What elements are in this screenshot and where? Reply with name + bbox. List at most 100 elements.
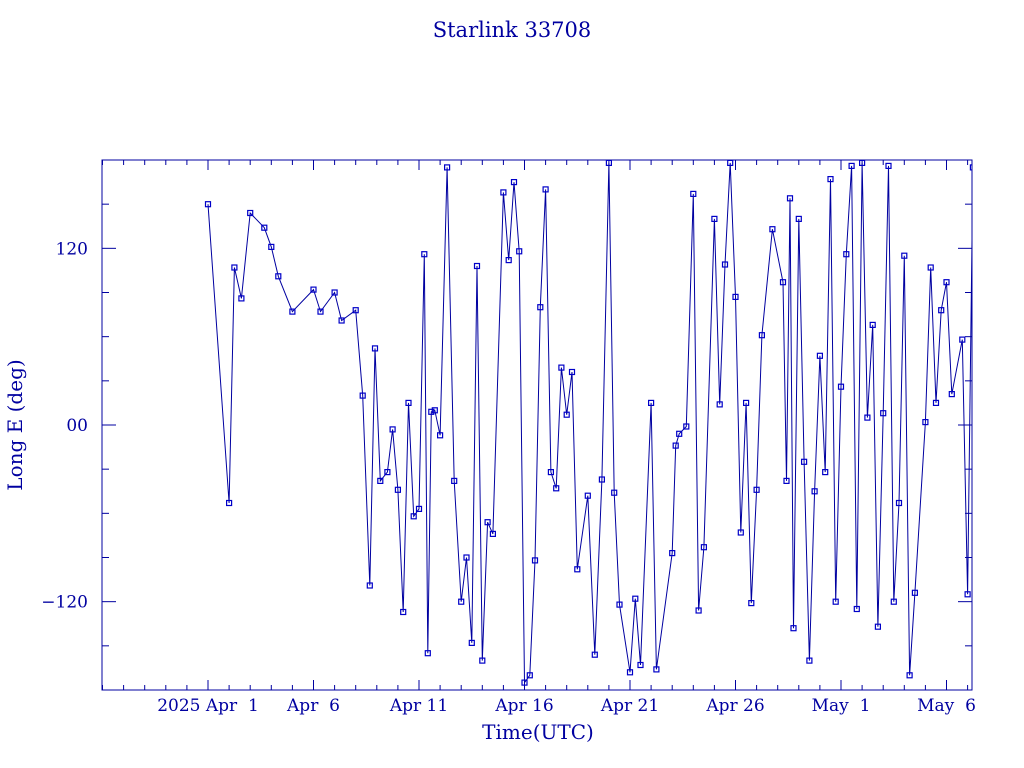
data-point — [500, 189, 507, 196]
y-tick-label: 120 — [56, 239, 88, 259]
y-tick-label: 00 — [66, 416, 88, 436]
data-point — [558, 364, 565, 371]
data-point — [310, 286, 317, 293]
data-point — [366, 582, 373, 589]
data-point — [885, 162, 892, 169]
data-point — [690, 190, 697, 197]
data-point — [204, 201, 212, 208]
data-point — [431, 407, 438, 414]
data-point — [637, 661, 644, 669]
data-point — [981, 312, 986, 317]
data-point — [672, 442, 679, 449]
data-point — [289, 308, 296, 315]
data-point — [964, 591, 971, 598]
data-point — [468, 639, 475, 647]
x-tick-label: 2025 Apr 1 — [157, 696, 259, 716]
data-point — [864, 414, 871, 421]
data-point — [384, 469, 391, 476]
data-point — [783, 477, 790, 484]
axis-ticks — [102, 159, 972, 691]
data-point — [231, 264, 238, 271]
data-point — [816, 352, 824, 359]
data-point — [848, 162, 855, 169]
series-line — [207, 162, 972, 685]
data-point — [598, 476, 606, 483]
data-point — [895, 499, 903, 507]
y-tick-label: −120 — [41, 593, 88, 613]
data-point — [683, 423, 690, 430]
x-tick-label: Apr 16 — [494, 696, 553, 716]
data-point — [721, 261, 729, 268]
data-point — [415, 505, 423, 512]
data-point — [669, 549, 676, 557]
data-point — [727, 160, 734, 166]
data-point — [874, 623, 882, 630]
data-point — [853, 605, 860, 613]
data-point — [526, 672, 533, 679]
data-point — [437, 432, 444, 439]
data-point — [986, 247, 991, 252]
data-point — [444, 164, 451, 171]
data-point — [653, 666, 660, 673]
data-point — [890, 598, 897, 605]
data-point — [827, 176, 834, 183]
data-point — [484, 519, 491, 526]
data-point — [901, 252, 908, 259]
data-point — [352, 307, 359, 314]
data-point — [605, 160, 613, 166]
data-point — [737, 529, 744, 536]
data-point — [563, 411, 570, 418]
data-point — [959, 336, 966, 343]
chart-title: Starlink 33708 — [433, 18, 592, 42]
data-point — [795, 215, 802, 222]
data-point — [742, 399, 750, 406]
data-point — [226, 499, 233, 507]
data-point — [542, 186, 549, 193]
data-point — [927, 264, 934, 271]
x-tick-label: May 6 — [917, 696, 976, 716]
data-point — [331, 289, 338, 296]
data-point — [647, 399, 655, 406]
data-point — [531, 557, 539, 564]
data-point — [479, 657, 486, 664]
data-point — [1002, 542, 1007, 547]
data-point — [626, 669, 634, 676]
data-point — [786, 195, 794, 202]
data-point — [247, 209, 254, 217]
data-point — [676, 430, 683, 437]
data-point — [992, 241, 997, 246]
data-point — [547, 469, 555, 476]
data-point — [616, 601, 623, 608]
data-point — [389, 426, 396, 433]
data-point — [516, 248, 523, 255]
data-point — [238, 295, 245, 302]
data-point — [359, 392, 366, 399]
data-point — [948, 391, 955, 398]
data-point — [1013, 412, 1018, 417]
data-point — [574, 566, 581, 573]
data-point — [716, 401, 723, 408]
data-point — [969, 164, 972, 171]
data-point — [568, 368, 576, 376]
data-point — [489, 530, 496, 538]
data-point — [632, 595, 639, 602]
data-point — [377, 477, 384, 484]
x-tick-labels: 2025 Apr 1 Apr 6 Apr 11 Apr 16 Apr 21 Apr 26 M… — [157, 696, 976, 716]
data-point — [275, 273, 282, 280]
data-point — [394, 486, 401, 493]
data-point — [880, 410, 887, 417]
series-longitude — [204, 160, 1018, 686]
data-point — [505, 257, 512, 264]
data-point — [822, 469, 829, 476]
data-point — [510, 179, 518, 186]
data-point — [591, 651, 598, 658]
x-tick-label: Apr 26 — [705, 696, 764, 716]
data-point — [711, 215, 718, 222]
data-point — [451, 477, 458, 484]
data-point — [753, 486, 760, 493]
data-point — [421, 251, 428, 258]
data-point — [611, 489, 618, 496]
data-point — [769, 226, 776, 233]
data-point — [338, 317, 345, 324]
